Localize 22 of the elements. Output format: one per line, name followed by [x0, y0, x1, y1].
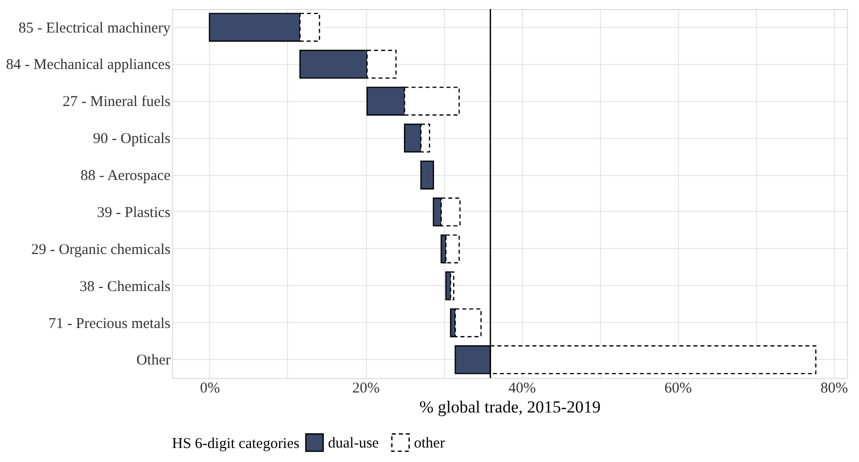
y-tick-label: 38 - Chemicals — [80, 278, 171, 295]
y-tick-label: 85 - Electrical machinery — [18, 20, 171, 36]
bar — [450, 271, 454, 300]
y-tick-label: 39 - Plastics — [97, 204, 171, 221]
x-tick-label: 20% — [352, 380, 380, 396]
x-tick-label: 80% — [820, 380, 848, 396]
x-tick-label: 40% — [508, 380, 536, 396]
legend-label: dual-use — [328, 436, 380, 452]
y-tick-label: 29 - Organic chemicals — [31, 242, 171, 258]
y-tick-label: 71 - Precious metals — [48, 316, 171, 332]
x-tick-label: 60% — [664, 380, 692, 396]
y-tick-label: 27 - Mineral fuels — [62, 94, 171, 110]
y-tick-label: 90 - Opticals — [93, 131, 171, 148]
bar — [445, 271, 452, 300]
x-tick-label: 0% — [200, 380, 220, 396]
legend-label: other — [414, 436, 445, 452]
x-axis-title: % global trade, 2015-2019 — [419, 398, 601, 416]
bar — [420, 160, 434, 190]
y-tick-label: 88 - Aerospace — [80, 168, 171, 184]
legend-title: HS 6-digit categories — [172, 436, 300, 452]
y-tick-label: 84 - Mechanical appliances — [6, 57, 171, 74]
y-tick-label: Other — [136, 352, 170, 369]
